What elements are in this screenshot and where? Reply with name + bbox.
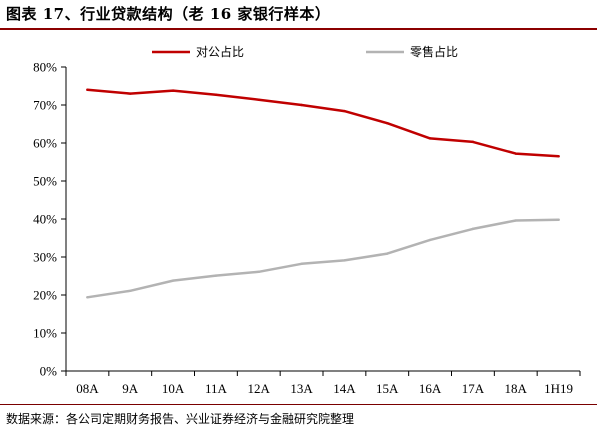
data-point (214, 93, 218, 96)
data-point (471, 140, 475, 144)
x-tick-label: 11A (205, 381, 228, 396)
legend-label-corporate: 对公占比 (196, 44, 244, 59)
data-point (557, 218, 560, 221)
data-point (300, 103, 303, 107)
chart-title: 图表 17、行业贷款结构（老 16 家银行样本） (6, 5, 331, 23)
data-point (86, 296, 89, 299)
x-tick-label: 18A (505, 381, 528, 396)
legend-label-retail: 零售占比 (410, 44, 458, 59)
y-axis: 0% 10% 20% 30% 40% 50% 60% 70% 80% (33, 60, 67, 379)
x-tick-label: 13A (290, 381, 313, 396)
data-point (129, 92, 132, 95)
y-tick-label: 80% (33, 60, 57, 75)
data-point (557, 155, 560, 158)
data-point (471, 227, 475, 231)
x-tick-label: 12A (248, 381, 271, 396)
data-point (514, 152, 517, 155)
data-point (343, 109, 346, 113)
x-tick-label: 16A (419, 381, 442, 396)
data-point (386, 252, 389, 255)
legend: 对公占比 零售占比 (152, 44, 458, 59)
data-point (343, 259, 346, 262)
data-point (428, 137, 432, 140)
x-tick-label: 14A (333, 381, 356, 396)
x-tick-label: 9A (122, 381, 139, 396)
line-chart: 对公占比 零售占比 0% 10% 20% 30% 40% 50% 60% 70% 80% 08A… (33, 44, 581, 396)
data-point (257, 270, 260, 274)
footer-divider (0, 404, 597, 405)
x-axis: 08A 9A 10A 11A 12A 13A 14A 15A 16A 17A 18A 1H19 (65, 370, 581, 396)
y-tick-label: 10% (33, 326, 57, 341)
source-note: 数据来源：各公司定期财务报告、兴业证券经济与金融研究院整理 (6, 412, 355, 426)
data-point (428, 238, 432, 242)
series-line-retail (86, 218, 560, 299)
data-point (514, 219, 517, 222)
y-tick-label: 60% (33, 136, 57, 151)
y-tick-label: 50% (33, 174, 57, 189)
y-tick-label: 70% (33, 98, 57, 113)
y-tick-label: 30% (33, 250, 57, 265)
data-point (300, 262, 303, 266)
y-tick-label: 0% (40, 364, 58, 379)
series (86, 88, 560, 299)
x-tick-label: 17A (462, 381, 485, 396)
data-point (171, 279, 175, 282)
data-point (214, 274, 218, 277)
series-line-corporate (86, 88, 560, 158)
data-point (171, 89, 175, 92)
data-point (129, 289, 132, 293)
y-tick-label: 40% (33, 212, 57, 227)
y-tick-label: 20% (33, 288, 57, 303)
x-tick-label: 10A (162, 381, 185, 396)
x-tick-label: 1H19 (544, 381, 573, 396)
x-tick-label: 15A (376, 381, 399, 396)
data-point (386, 122, 389, 125)
title-divider (0, 28, 597, 30)
data-point (257, 98, 260, 101)
x-tick-label: 08A (76, 381, 99, 396)
data-point (86, 88, 89, 91)
